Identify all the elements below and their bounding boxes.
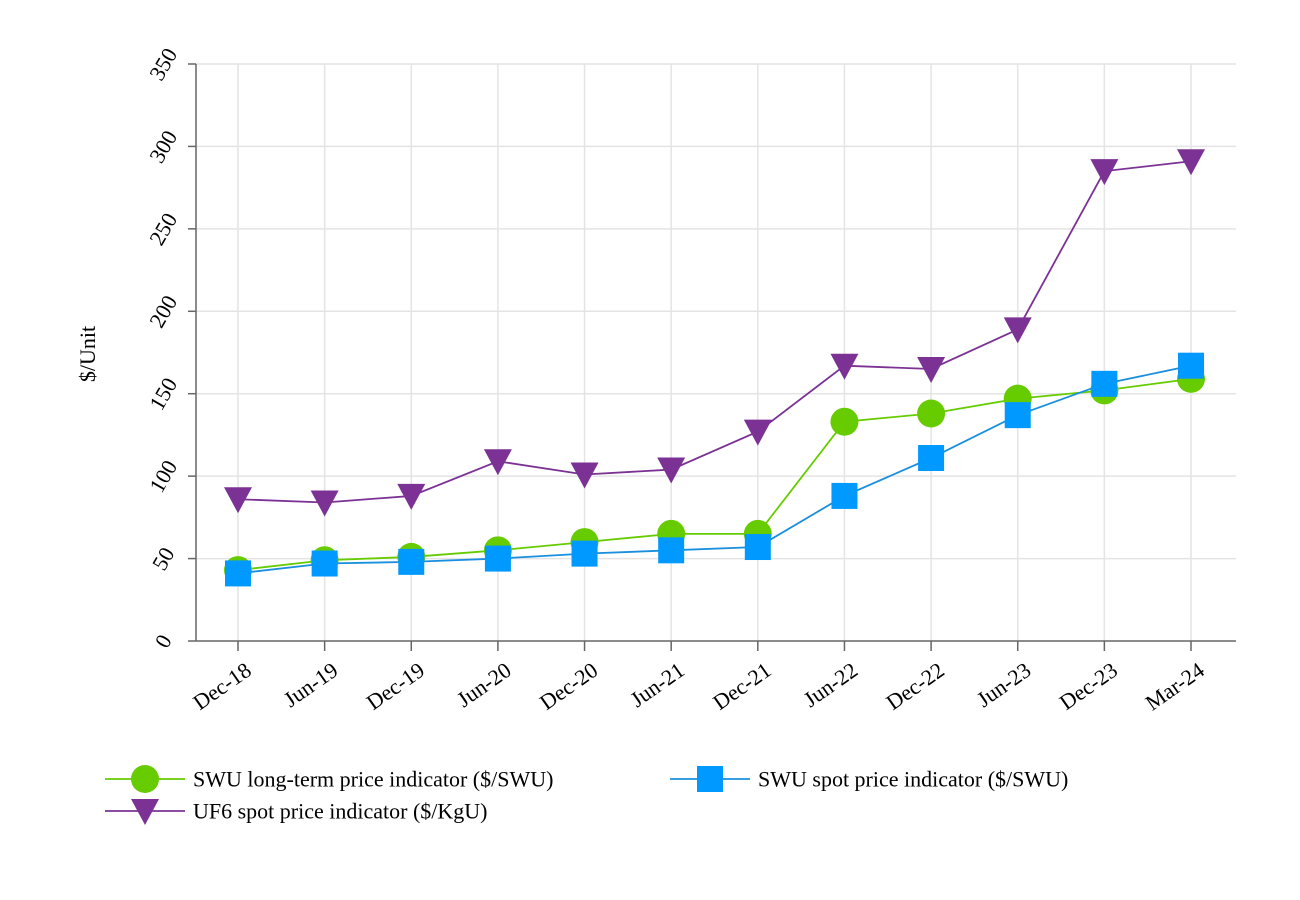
series-layer [224,149,1205,587]
series-1-line [237,364,1192,575]
y-tick-label: 0 [150,630,177,652]
y-tick-label: 100 [144,456,182,497]
series-1-point [398,548,425,575]
series-2-line [237,160,1192,504]
series-1-group [225,352,1204,587]
x-tick-label: Jun-20 [452,657,515,712]
x-tick-label: Jun-19 [279,657,342,712]
series-0-group [224,364,1205,585]
x-tick-label: Dec-20 [535,657,602,715]
legend-label: SWU spot price indicator ($/SWU) [758,767,1068,792]
series-2-point [483,449,512,476]
series-0-line [237,377,1192,572]
y-tick-label: 50 [147,543,180,575]
legend-item-2: UF6 spot price indicator ($/KgU) [105,799,488,825]
y-tick-label: 200 [144,291,182,332]
x-tick-label: Jun-22 [799,657,862,712]
series-2-point [1177,149,1205,176]
x-axis-ticks: Dec-18 Jun-19 Dec-19 Jun-20 Dec-20 Jun-21 Dec-… [188,641,1209,715]
legend: SWU long-term price indicator ($/SWU) SWU… [105,765,1068,825]
y-axis-ticks: 0 50 100 150 200 250 300 350 [144,44,196,652]
y-tick-label: 350 [144,44,182,85]
legend-marker-icon [131,799,159,825]
series-2-point [224,487,252,514]
y-axis-title: $/Unit [75,326,100,382]
y-tick-label: 150 [144,373,182,414]
legend-marker-icon [131,765,159,793]
series-1-point [225,560,251,587]
series-2-point [310,490,339,517]
x-tick-label: Jun-23 [972,657,1035,712]
x-tick-label: Mar-24 [1141,657,1209,715]
series-2-point [743,419,772,446]
series-1-point [1178,352,1204,379]
series-2-point [917,356,946,383]
series-2-point [570,462,599,489]
series-1-point [1004,402,1031,429]
series-1-point [918,445,945,472]
x-tick-label: Dec-18 [188,657,255,715]
x-tick-label: Dec-23 [1055,657,1122,715]
series-2-point [657,457,686,484]
legend-item-1: SWU spot price indicator ($/SWU) [670,766,1068,792]
x-tick-label: Dec-19 [362,657,429,715]
y-tick-label: 300 [144,126,182,167]
series-1-point [484,545,511,572]
x-tick-label: Jun-21 [625,657,688,712]
series-2-point [397,483,426,510]
series-2-group [224,149,1205,517]
series-2-point [830,353,859,380]
series-2-point [1003,317,1032,344]
legend-label: UF6 spot price indicator ($/KgU) [193,799,488,824]
series-0-point [917,399,946,428]
x-tick-label: Dec-22 [881,657,948,715]
series-2-point [1090,159,1119,186]
y-tick-label: 250 [144,208,182,249]
series-1-point [311,550,338,577]
series-1-point [658,537,685,564]
series-1-point [1091,370,1118,397]
x-tick-label: Dec-21 [708,657,775,715]
series-1-point [744,534,771,561]
legend-marker-icon [697,766,723,792]
axes [195,64,1236,642]
legend-label: SWU long-term price indicator ($/SWU) [193,767,553,792]
series-1-point [571,540,598,567]
legend-item-0: SWU long-term price indicator ($/SWU) [105,765,553,793]
gridlines [196,63,1236,641]
series-1-point [831,482,858,509]
series-0-point [830,407,859,436]
